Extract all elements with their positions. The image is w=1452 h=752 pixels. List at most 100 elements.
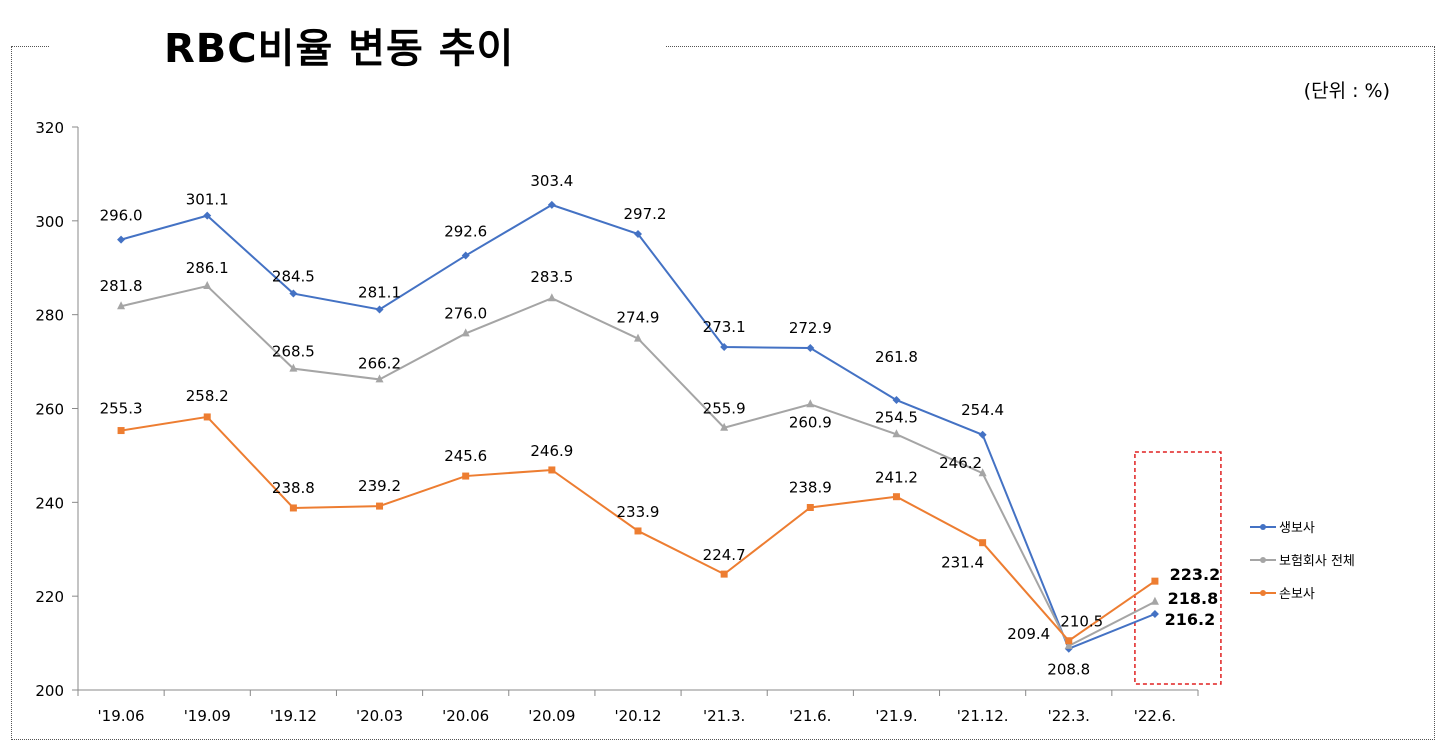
data-label: 272.9: [789, 319, 832, 337]
chart-title: RBC비율 변동 추이: [160, 16, 519, 74]
highlight-box: [1134, 451, 1222, 685]
legend-marker: [1260, 557, 1266, 563]
data-label: 245.6: [444, 447, 487, 465]
y-tick-label: 280: [35, 307, 64, 325]
data-point: [720, 343, 729, 352]
data-point: [289, 504, 297, 512]
legend-marker: [1260, 524, 1266, 530]
data-label: 303.4: [530, 172, 573, 190]
data-point: [720, 570, 728, 578]
data-point: [978, 430, 987, 439]
data-point: [720, 422, 729, 431]
y-tick-label: 200: [35, 682, 64, 700]
data-point: [892, 493, 900, 501]
data-point: [1150, 609, 1159, 618]
x-tick-label: '19.12: [270, 707, 317, 725]
data-point: [289, 289, 298, 298]
data-label: 301.1: [186, 191, 229, 209]
data-label: 258.2: [186, 387, 229, 405]
data-point: [547, 200, 556, 209]
x-tick-label: '20.12: [614, 707, 661, 725]
data-label: 273.1: [703, 318, 746, 336]
x-tick-label: '22.3.: [1048, 707, 1090, 725]
data-point: [634, 527, 642, 535]
data-point: [461, 251, 470, 260]
data-point: [892, 396, 901, 405]
data-point: [634, 229, 642, 238]
y-tick-label: 300: [35, 213, 64, 231]
data-label: 254.5: [875, 408, 918, 426]
data-label: 281.8: [100, 277, 143, 295]
data-point: [375, 305, 384, 314]
data-point: [203, 211, 212, 220]
data-point: [1065, 637, 1073, 645]
data-label: 255.9: [703, 400, 746, 418]
data-point: [806, 399, 815, 408]
x-tick-label: '21.9.: [875, 707, 917, 725]
data-label: 241.2: [875, 469, 918, 487]
legend-marker: [1260, 590, 1266, 596]
x-tick-label: '22.6.: [1134, 707, 1176, 725]
data-label: 274.9: [617, 309, 660, 327]
legend-label: 보험회사 전체: [1279, 554, 1355, 569]
data-label: 260.9: [789, 413, 832, 431]
data-point: [375, 374, 384, 383]
data-label: 255.3: [100, 400, 143, 418]
data-point: [461, 328, 470, 337]
data-label: 281.1: [358, 284, 401, 302]
data-label: 208.8: [1047, 661, 1090, 679]
data-label: 296.0: [100, 207, 143, 225]
data-label: 283.5: [530, 268, 573, 286]
data-point: [117, 301, 126, 310]
data-label: 218.8: [1168, 589, 1219, 608]
y-tick-label: 240: [35, 494, 64, 512]
data-label: 246.9: [530, 442, 573, 460]
chart-frame: [11, 46, 1435, 740]
data-label: 261.8: [875, 348, 918, 366]
x-tick-label: '20.06: [442, 707, 489, 725]
x-tick-label: '21.12.: [957, 707, 1009, 725]
unit-label: (단위 : %): [1303, 80, 1390, 102]
data-point: [892, 429, 901, 438]
data-label: 238.8: [272, 479, 315, 497]
data-point: [1151, 577, 1159, 585]
y-tick-label: 320: [35, 119, 64, 137]
data-label: 254.4: [961, 401, 1004, 419]
data-label: 216.2: [1165, 610, 1216, 629]
data-point: [548, 466, 556, 474]
x-tick-label: '21.3.: [703, 707, 745, 725]
legend-label: 생보사: [1279, 521, 1315, 536]
data-point: [806, 343, 815, 352]
data-point: [376, 502, 384, 510]
data-label: 246.2: [939, 454, 982, 472]
data-point: [978, 468, 987, 477]
x-tick-label: '19.06: [98, 707, 145, 725]
data-label: 276.0: [444, 304, 487, 322]
data-label: 209.4: [1007, 625, 1050, 643]
data-point: [203, 281, 212, 290]
data-label: 284.5: [272, 268, 315, 286]
y-tick-label: 220: [35, 588, 64, 606]
data-label: 286.1: [186, 259, 229, 277]
data-point: [462, 472, 470, 480]
legend-label: 손보사: [1279, 587, 1315, 602]
data-label: 297.2: [624, 205, 667, 223]
data-label: 238.9: [789, 478, 832, 496]
data-point: [547, 293, 556, 302]
data-point: [1150, 596, 1159, 605]
data-label: 224.7: [703, 546, 746, 564]
data-point: [634, 333, 642, 342]
data-point: [979, 539, 987, 547]
data-point: [1064, 640, 1073, 649]
y-tick-label: 260: [35, 401, 64, 419]
x-tick-label: '21.6.: [789, 707, 831, 725]
x-tick-label: '19.09: [184, 707, 231, 725]
x-tick-label: '20.03: [356, 707, 403, 725]
data-point: [117, 427, 125, 435]
data-point: [806, 503, 814, 511]
data-label: 292.6: [444, 223, 487, 241]
data-label: 231.4: [941, 554, 984, 572]
data-label: 223.2: [1170, 565, 1221, 584]
data-label: 266.2: [358, 354, 401, 372]
